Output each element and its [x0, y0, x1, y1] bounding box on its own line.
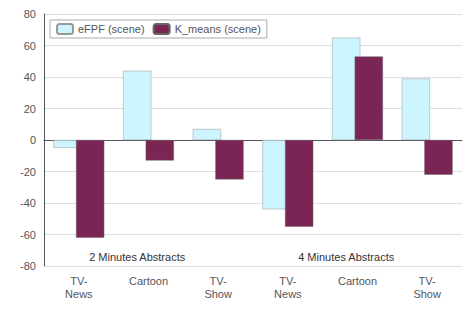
svg-text:Cartoon: Cartoon	[129, 275, 168, 287]
svg-text:-40: -40	[20, 197, 36, 209]
svg-text:0: 0	[30, 134, 36, 146]
svg-text:4 Minutes Abstracts: 4 Minutes Abstracts	[298, 251, 394, 263]
svg-text:K_means (scene): K_means (scene)	[175, 23, 261, 35]
svg-text:-60: -60	[20, 229, 36, 241]
svg-text:80: 80	[24, 8, 36, 20]
svg-text:News: News	[274, 288, 302, 300]
svg-text:TV-: TV-	[210, 275, 227, 287]
svg-text:-20: -20	[20, 166, 36, 178]
svg-text:eFPF (scene): eFPF (scene)	[78, 23, 145, 35]
svg-text:News: News	[65, 288, 93, 300]
svg-text:TV-: TV-	[70, 275, 87, 287]
svg-text:Show: Show	[204, 288, 232, 300]
svg-text:2 Minutes Abstracts: 2 Minutes Abstracts	[89, 251, 185, 263]
svg-text:TV-: TV-	[279, 275, 296, 287]
svg-text:Show: Show	[413, 288, 441, 300]
svg-text:40: 40	[24, 71, 36, 83]
svg-text:Cartoon: Cartoon	[338, 275, 377, 287]
svg-text:20: 20	[24, 103, 36, 115]
svg-text:60: 60	[24, 40, 36, 52]
svg-text:TV-: TV-	[419, 275, 436, 287]
svg-text:-80: -80	[20, 260, 36, 272]
